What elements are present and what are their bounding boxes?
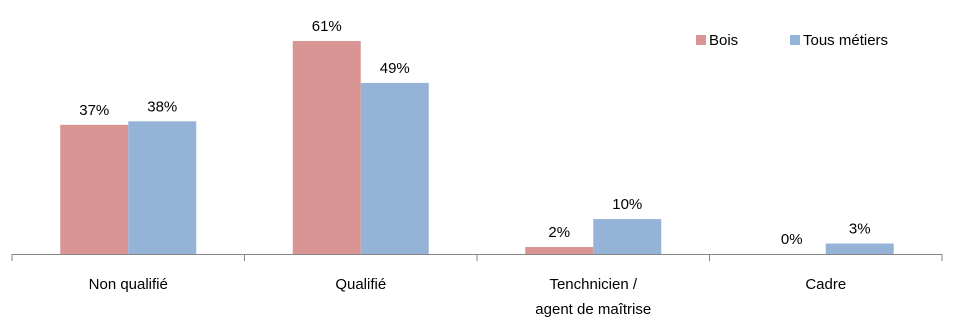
data-label: 2% [548,224,570,241]
legend-label-bois: Bois [709,32,738,49]
bars-layer [60,41,894,254]
bar-tous-métiers-2 [593,219,662,254]
bar-tous-métiers-0 [128,121,197,254]
bar-bois-2 [525,247,594,254]
x-tick-label: Tenchnicien / agent de maîtrise [535,276,651,318]
bar-bois-1 [292,41,361,254]
x-tick-label-line: Non qualifié [89,276,168,293]
data-label: 49% [380,60,410,77]
data-label: 0% [781,231,803,248]
legend-swatch-bois [696,35,706,45]
data-label: 37% [79,102,109,119]
x-tick-label: Cadre [805,276,846,293]
x-axis: Non qualifié Qualifié Tenchnicien / agent d… [11,254,943,318]
x-tick-label-line: Tenchnicien / [549,276,637,293]
bar-tous-métiers-1 [360,82,429,254]
data-label: 10% [612,196,642,213]
x-tick-label-line: agent de maîtrise [535,301,651,318]
data-label: 38% [147,98,177,115]
legend-label-tous-métiers: Tous métiers [803,32,888,49]
x-tick-label-line: Qualifié [335,276,386,293]
legend: Bois Tous métiers [696,32,888,49]
x-tick-label-line: Cadre [805,276,846,293]
x-tick-label: Non qualifié [89,276,168,293]
bar-bois-0 [60,124,129,254]
legend-swatch-tous-métiers [790,35,800,45]
x-tick-label: Qualifié [335,276,386,293]
data-label: 3% [849,221,871,238]
data-labels-layer: 37% 38% 61% 49% 2% 10% 0% 3% [79,18,870,248]
data-label: 61% [312,18,342,35]
bar-tous-métiers-3 [825,243,894,254]
